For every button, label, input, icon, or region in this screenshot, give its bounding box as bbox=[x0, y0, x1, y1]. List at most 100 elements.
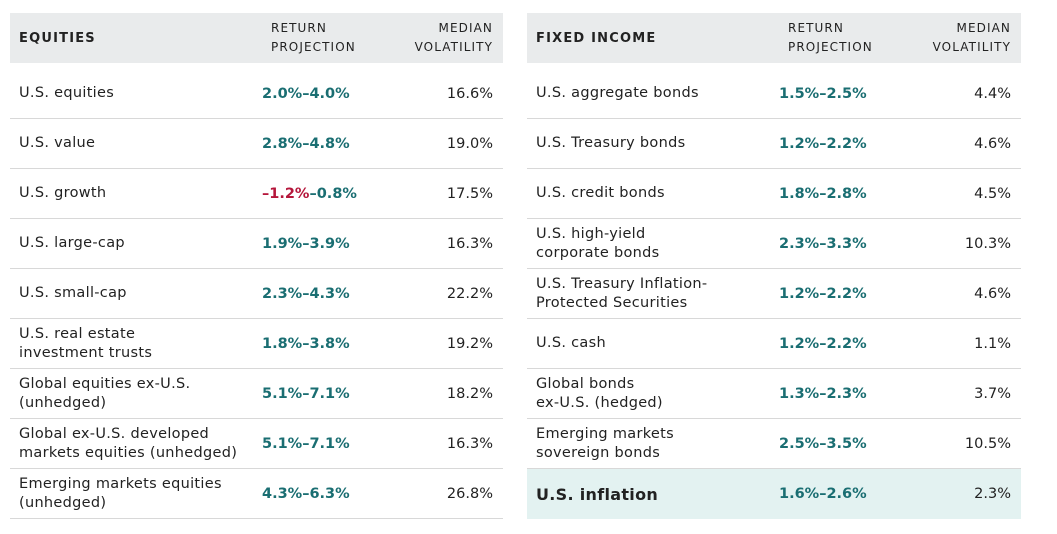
fixed-income-header: FIXED INCOME RETURN PROJECTION MEDIAN VO… bbox=[527, 13, 1021, 63]
asset-class-name: U.S. Treasury Inflation- Protected Securi… bbox=[527, 275, 779, 313]
return-projection: 5.1%–7.1% bbox=[262, 436, 392, 452]
asset-class-name: U.S. value bbox=[10, 134, 262, 153]
vol-header-line1: MEDIAN bbox=[956, 21, 1011, 35]
median-volatility: 16.3% bbox=[446, 435, 493, 452]
asset-class-name: U.S. Treasury bonds bbox=[527, 134, 779, 153]
asset-name-line1: U.S. real estate bbox=[19, 325, 136, 342]
table-row: Global ex-U.S. developed markets equities… bbox=[10, 419, 503, 469]
asset-class-name: Global ex-U.S. developed markets equities… bbox=[10, 425, 262, 463]
equities-rows: U.S. equities 2.0%–4.0% 16.6% U.S. value 2.8… bbox=[10, 69, 503, 519]
asset-name-line1: U.S. growth bbox=[19, 185, 107, 201]
table-row: U.S. Treasury bonds 1.2%–2.2% 4.6% bbox=[527, 119, 1021, 169]
equities-table: EQUITIES RETURN PROJECTION MEDIAN VOLATI… bbox=[10, 13, 503, 519]
table-row: Emerging markets sovereign bonds 2.5%–3.5%… bbox=[527, 419, 1021, 469]
median-volatility: 17.5% bbox=[446, 185, 493, 202]
asset-name-line1: Emerging markets equities bbox=[19, 475, 222, 492]
asset-name-line1: Global ex-U.S. developed bbox=[19, 425, 210, 442]
median-volatility: 4.6% bbox=[974, 135, 1011, 152]
return-range: 1.8%–3.8% bbox=[262, 335, 350, 352]
asset-name-line2: ex-U.S. (hedged) bbox=[536, 394, 663, 411]
asset-class-name: Emerging markets equities (unhedged) bbox=[10, 475, 262, 513]
return-range: 5.1%–7.1% bbox=[262, 385, 350, 402]
asset-class-name: Emerging markets sovereign bonds bbox=[527, 425, 779, 463]
table-row: U.S. high-yield corporate bonds 2.3%–3.3% 1… bbox=[527, 219, 1021, 269]
return-range: 1.6%–2.6% bbox=[779, 486, 867, 502]
median-volatility: 4.5% bbox=[974, 185, 1011, 202]
asset-class-name: U.S. inflation bbox=[527, 485, 779, 504]
asset-class-name: U.S. growth bbox=[10, 184, 262, 203]
asset-class-name: U.S. cash bbox=[527, 334, 779, 353]
return-projection: 1.6%–2.6% bbox=[779, 486, 909, 502]
fixed-income-rows: U.S. aggregate bonds 1.5%–2.5% 4.4% U.S. Tr… bbox=[527, 69, 1021, 519]
return-range: 2.0%–4.0% bbox=[262, 85, 350, 102]
median-volatility: 18.2% bbox=[446, 385, 493, 402]
asset-name-line1: U.S. value bbox=[19, 135, 96, 151]
return-projection: 1.5%–2.5% bbox=[779, 86, 909, 102]
median-volatility: 1.1% bbox=[974, 335, 1011, 352]
table-row: U.S. value 2.8%–4.8% 19.0% bbox=[10, 119, 503, 169]
asset-class-name: U.S. aggregate bonds bbox=[527, 84, 779, 103]
return-range: 1.3%–2.3% bbox=[779, 385, 867, 402]
asset-class-name: U.S. high-yield corporate bonds bbox=[527, 225, 779, 263]
equities-header: EQUITIES RETURN PROJECTION MEDIAN VOLATI… bbox=[10, 13, 503, 63]
asset-name-line1: U.S. aggregate bonds bbox=[536, 85, 699, 101]
asset-name-line1: U.S. high-yield bbox=[536, 225, 646, 242]
asset-class-name: Global equities ex-U.S. (unhedged) bbox=[10, 375, 262, 413]
asset-name-line1: U.S. equities bbox=[19, 85, 115, 101]
return-low-negative: –1.2% bbox=[262, 185, 310, 202]
table-row: Global equities ex-U.S. (unhedged) 5.1%–7.… bbox=[10, 369, 503, 419]
asset-name-line1: U.S. cash bbox=[536, 335, 606, 351]
table-row: U.S. small-cap 2.3%–4.3% 22.2% bbox=[10, 269, 503, 319]
median-volatility: 10.5% bbox=[964, 435, 1011, 452]
return-projection: 2.3%–3.3% bbox=[779, 236, 909, 252]
median-volatility: 4.6% bbox=[974, 285, 1011, 302]
return-projection: 1.2%–2.2% bbox=[779, 286, 909, 302]
asset-class-name: U.S. real estate investment trusts bbox=[10, 325, 262, 363]
return-range: 2.3%–4.3% bbox=[262, 285, 350, 302]
asset-name-line1: U.S. Treasury Inflation- bbox=[536, 275, 708, 292]
asset-class-name: U.S. equities bbox=[10, 84, 262, 103]
table-row: U.S. large-cap 1.9%–3.9% 16.3% bbox=[10, 219, 503, 269]
return-range: 2.3%–3.3% bbox=[779, 235, 867, 252]
asset-name-line1: U.S. inflation bbox=[536, 484, 659, 504]
return-projection: 2.5%–3.5% bbox=[779, 436, 909, 452]
return-projection: 1.2%–2.2% bbox=[779, 336, 909, 352]
asset-name-line2: sovereign bonds bbox=[536, 444, 661, 461]
median-volatility-header: MEDIAN VOLATILITY bbox=[401, 13, 503, 63]
median-volatility: 2.3% bbox=[974, 486, 1011, 502]
return-range: 4.3%–6.3% bbox=[262, 485, 350, 502]
asset-name-line2: markets equities (unhedged) bbox=[19, 444, 238, 461]
return-projection: 4.3%–6.3% bbox=[262, 486, 392, 502]
median-volatility: 10.3% bbox=[964, 235, 1011, 252]
return-range: 1.2%–2.2% bbox=[779, 335, 867, 352]
asset-name-line2: investment trusts bbox=[19, 344, 153, 361]
median-volatility: 3.7% bbox=[974, 385, 1011, 402]
asset-name-line1: Emerging markets bbox=[536, 425, 674, 442]
return-range: 1.2%–2.2% bbox=[779, 135, 867, 152]
return-projection: 2.8%–4.8% bbox=[262, 136, 392, 152]
median-volatility: 4.4% bbox=[974, 85, 1011, 102]
asset-name-line2: (unhedged) bbox=[19, 394, 107, 411]
asset-class-name: U.S. small-cap bbox=[10, 284, 262, 303]
median-volatility: 16.6% bbox=[446, 85, 493, 102]
return-projection: 1.2%–2.2% bbox=[779, 136, 909, 152]
return-projection: 2.3%–4.3% bbox=[262, 286, 392, 302]
return-projection: 2.0%–4.0% bbox=[262, 86, 392, 102]
return-projection: –1.2%–0.8% bbox=[262, 186, 392, 202]
table-row: U.S. inflation 1.6%–2.6% 2.3% bbox=[527, 469, 1021, 519]
table-row: U.S. real estate investment trusts 1.8%–3.… bbox=[10, 319, 503, 369]
median-volatility: 26.8% bbox=[446, 485, 493, 502]
return-range: 2.5%–3.5% bbox=[779, 435, 867, 452]
table-row: Global bonds ex-U.S. (hedged) 1.3%–2.3% 3.7… bbox=[527, 369, 1021, 419]
return-projection: 5.1%–7.1% bbox=[262, 386, 392, 402]
table-row: U.S. aggregate bonds 1.5%–2.5% 4.4% bbox=[527, 69, 1021, 119]
median-volatility: 19.2% bbox=[446, 335, 493, 352]
median-volatility: 16.3% bbox=[446, 235, 493, 252]
return-range: 1.2%–2.2% bbox=[779, 285, 867, 302]
return-range: –0.8% bbox=[309, 185, 357, 202]
asset-name-line1: U.S. large-cap bbox=[19, 235, 125, 251]
median-volatility: 22.2% bbox=[446, 285, 493, 302]
asset-class-name: U.S. credit bonds bbox=[527, 184, 779, 203]
return-header-line2: PROJECTION bbox=[271, 40, 356, 54]
